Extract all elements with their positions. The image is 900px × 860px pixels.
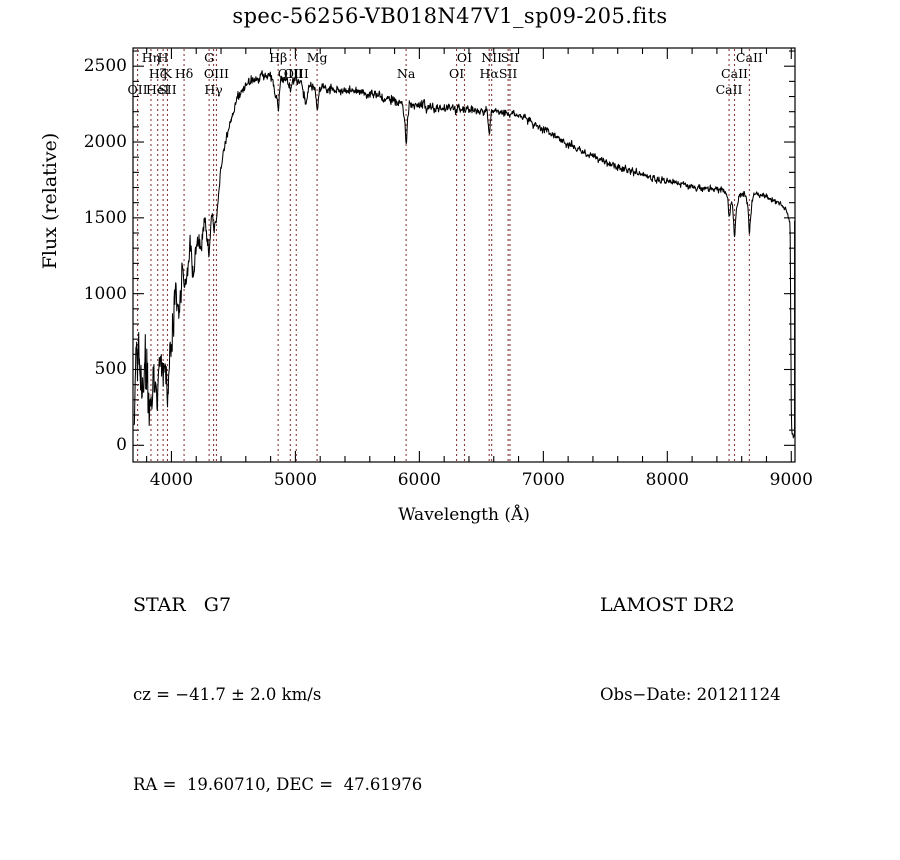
y-tick-label: 2500 (83, 56, 127, 77)
footer-left-block: STAR G7 cz = −41.7 ± 2.0 km/s RA = 19.60… (133, 530, 422, 860)
spectral-line-label: SII (499, 66, 518, 81)
x-tick-label: 6000 (397, 470, 441, 490)
spectral-line-label: Mg (307, 50, 328, 65)
spectral-line-label: Hα (479, 66, 499, 81)
survey-name: LAMOST DR2 (600, 594, 735, 616)
spectral-line-label: H (158, 50, 169, 65)
y-tick-label: 500 (94, 359, 127, 380)
spectral-line-label: SII (501, 50, 520, 65)
spectral-line-label: K (163, 66, 173, 81)
spectral-line-label: OI (449, 66, 464, 81)
spectral-line-label: Hδ (175, 66, 193, 81)
spectral-line-label: G (204, 50, 214, 65)
y-tick-label: 1500 (83, 207, 127, 228)
spectral-line-label: CaII (736, 50, 763, 65)
spectral-line-label: OIII (204, 66, 229, 81)
figure-title: spec-56256-VB018N47V1_sp09-205.fits (232, 4, 668, 28)
footer-right-block: LAMOST DR2 Obs−Date: 20121124 (600, 530, 781, 770)
spectral-line-label: Hζ (149, 66, 167, 81)
spectral-line-markers (137, 49, 750, 461)
x-tick-label: 8000 (645, 470, 689, 490)
x-tick-label: 7000 (521, 470, 565, 490)
observation-date: Obs−Date: 20121124 (600, 685, 781, 704)
spectral-line-label: OI (457, 50, 472, 65)
spectrum-figure: spec-56256-VB018N47V1_sp09-205.fits Flux… (0, 0, 900, 794)
object-class: STAR G7 (133, 594, 232, 616)
spectral-line-label: OIII (284, 66, 309, 81)
spectral-line-label: Na (397, 66, 416, 81)
y-tick-label: 0 (116, 435, 127, 456)
spectral-line-label: NII (481, 50, 502, 65)
x-axis-ticklabels: 4000 5000 6000 7000 8000 9000 (0, 470, 900, 496)
y-tick-label: 2000 (83, 132, 127, 153)
y-axis-ticklabels: 0 500 1000 1500 2000 2500 (63, 0, 127, 649)
spectral-line-label: CaII (716, 82, 743, 97)
x-tick-label: 9000 (769, 470, 813, 490)
x-axis-label: Wavelength (Å) (398, 505, 530, 525)
spectral-line-label: SII (158, 82, 177, 97)
spectral-line-label: Hγ (204, 82, 222, 97)
spectral-line-label: OII (128, 82, 148, 97)
redshift-velocity: cz = −41.7 ± 2.0 km/s (133, 685, 322, 704)
coordinates: RA = 19.60710, DEC = 47.61976 (133, 775, 423, 794)
y-tick-label: 1000 (83, 283, 127, 304)
spectral-line-label: CaII (721, 66, 748, 81)
spectral-line-label: HeI (146, 82, 169, 97)
x-tick-label: 5000 (273, 470, 318, 490)
spectral-line-label: Hβ (269, 50, 287, 65)
spectrum-trace (133, 70, 796, 439)
spectral-line-label: Hη (142, 50, 160, 65)
x-tick-label: 4000 (149, 470, 194, 490)
spectral-line-label: OIII (278, 66, 303, 81)
